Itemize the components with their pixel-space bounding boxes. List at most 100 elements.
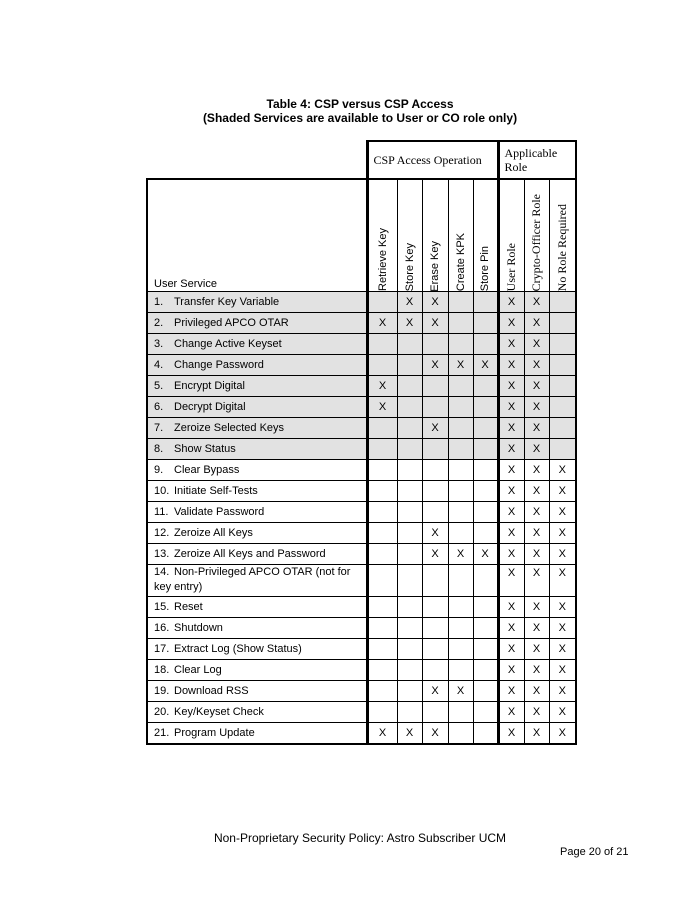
access-mark xyxy=(447,522,474,545)
access-mark xyxy=(396,522,423,545)
table-row: 3. Change Active Keyset X X xyxy=(146,333,577,356)
csp-access-table: CSP Access Operation Applicable Role Use… xyxy=(146,140,577,746)
column-header: Store Pin xyxy=(472,178,500,293)
service-name: Initiate Self-Tests xyxy=(174,485,258,498)
table-title: Table 4: CSP versus CSP Access (Shaded S… xyxy=(0,97,695,125)
access-mark: X xyxy=(523,617,550,640)
access-mark: X xyxy=(548,564,577,598)
service-number: 13. xyxy=(154,548,170,561)
access-mark xyxy=(472,596,500,619)
service-number: 20. xyxy=(154,706,170,719)
access-mark xyxy=(472,522,500,545)
access-mark: X xyxy=(396,291,423,314)
column-header: Crypto-Officer Role xyxy=(523,178,550,293)
column-label: Create KPK xyxy=(454,233,467,292)
access-mark: X xyxy=(523,354,550,377)
access-mark: X xyxy=(523,312,550,335)
access-mark: X xyxy=(523,459,550,482)
access-mark xyxy=(472,659,500,682)
access-mark: X xyxy=(497,638,525,661)
access-mark xyxy=(366,522,398,545)
access-mark xyxy=(396,701,423,724)
table-row: 19. Download RSS X X X X X xyxy=(146,680,577,703)
access-mark xyxy=(421,564,449,598)
service-name: Non-Privileged APCO OTAR (not for key en… xyxy=(154,566,351,594)
service-cell: 17. Extract Log (Show Status) xyxy=(146,638,369,661)
access-mark: X xyxy=(548,680,577,703)
column-header: User Role xyxy=(497,178,525,293)
access-mark xyxy=(447,617,474,640)
access-mark xyxy=(548,333,577,356)
access-mark: X xyxy=(421,522,449,545)
access-mark xyxy=(447,596,474,619)
access-mark: X xyxy=(523,722,550,746)
access-mark xyxy=(548,354,577,377)
service-cell: 6. Decrypt Digital xyxy=(146,396,369,419)
access-mark xyxy=(472,680,500,703)
access-mark xyxy=(396,396,423,419)
access-mark: X xyxy=(396,722,423,746)
access-mark: X xyxy=(497,596,525,619)
access-mark: X xyxy=(497,354,525,377)
service-number: 9. xyxy=(154,464,164,477)
service-cell: 4. Change Password xyxy=(146,354,369,377)
access-mark: X xyxy=(497,659,525,682)
access-mark: X xyxy=(548,543,577,566)
service-cell: 14. Non-Privileged APCO OTAR (not for key… xyxy=(146,564,369,598)
service-number: 4. xyxy=(154,359,164,372)
table-row: 14. Non-Privileged APCO OTAR (not for key… xyxy=(146,564,577,598)
access-mark xyxy=(472,375,500,398)
access-mark xyxy=(396,438,423,461)
access-mark xyxy=(472,564,500,598)
access-mark xyxy=(366,680,398,703)
access-mark xyxy=(396,375,423,398)
service-name: Download RSS xyxy=(174,685,249,698)
table-row: 8. Show Status X X xyxy=(146,438,577,461)
service-name: Change Active Keyset xyxy=(174,338,282,351)
access-mark: X xyxy=(497,564,525,598)
access-mark: X xyxy=(396,312,423,335)
title-line-2: (Shaded Services are available to User o… xyxy=(202,111,518,125)
access-mark xyxy=(421,459,449,482)
service-name: Decrypt Digital xyxy=(174,401,246,414)
access-mark xyxy=(472,501,500,524)
column-header: No Role Required xyxy=(548,178,577,293)
access-mark: X xyxy=(366,722,398,746)
access-mark: X xyxy=(497,291,525,314)
column-header: Create KPK xyxy=(447,178,474,293)
service-number: 1. xyxy=(154,296,164,309)
service-cell: 3. Change Active Keyset xyxy=(146,333,369,356)
access-mark xyxy=(366,638,398,661)
service-name: Clear Log xyxy=(174,664,222,677)
access-mark xyxy=(421,480,449,503)
service-number: 3. xyxy=(154,338,164,351)
access-mark xyxy=(366,354,398,377)
access-mark xyxy=(472,396,500,419)
service-cell: 11. Validate Password xyxy=(146,501,369,524)
access-mark: X xyxy=(497,543,525,566)
service-number: 12. xyxy=(154,527,170,540)
access-mark xyxy=(472,438,500,461)
access-mark: X xyxy=(548,522,577,545)
access-mark xyxy=(472,480,500,503)
access-mark xyxy=(472,417,500,440)
access-mark: X xyxy=(523,438,550,461)
access-mark xyxy=(447,659,474,682)
access-mark: X xyxy=(421,722,449,746)
access-mark xyxy=(421,617,449,640)
service-name: Change Password xyxy=(174,359,264,372)
access-mark xyxy=(447,701,474,724)
access-mark: X xyxy=(421,417,449,440)
service-number: 21. xyxy=(154,727,170,740)
column-header: Store Key xyxy=(396,178,423,293)
access-mark xyxy=(421,659,449,682)
access-mark: X xyxy=(497,459,525,482)
access-mark xyxy=(447,291,474,314)
access-mark xyxy=(421,596,449,619)
access-mark: X xyxy=(523,501,550,524)
service-number: 2. xyxy=(154,317,164,330)
access-mark: X xyxy=(523,291,550,314)
column-header: Erase Key xyxy=(421,178,449,293)
access-mark: X xyxy=(548,480,577,503)
service-number: 8. xyxy=(154,443,164,456)
